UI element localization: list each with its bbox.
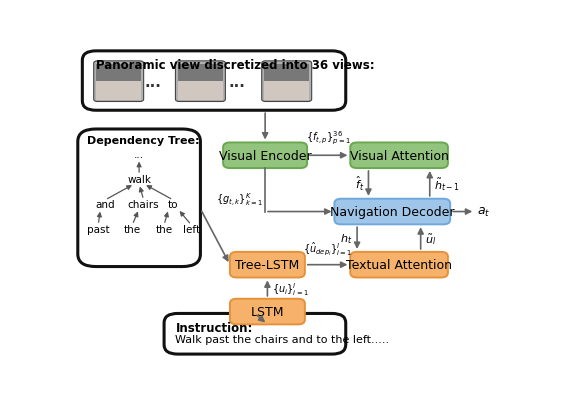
Text: the: the — [124, 224, 141, 234]
FancyBboxPatch shape — [96, 82, 141, 101]
Text: $\{f_{t,p}\}_{p=1}^{36}$: $\{f_{t,p}\}_{p=1}^{36}$ — [306, 129, 351, 147]
FancyBboxPatch shape — [94, 62, 144, 102]
Text: the: the — [155, 224, 173, 234]
Text: ...: ... — [134, 149, 144, 160]
FancyBboxPatch shape — [230, 299, 305, 324]
Text: Tree-LSTM: Tree-LSTM — [235, 258, 299, 271]
FancyBboxPatch shape — [223, 143, 307, 168]
Text: and: and — [96, 200, 115, 209]
Text: Navigation Decoder: Navigation Decoder — [330, 205, 455, 218]
FancyBboxPatch shape — [175, 62, 226, 102]
Text: $h_t$: $h_t$ — [340, 232, 353, 245]
Text: Visual Attention: Visual Attention — [350, 149, 448, 162]
FancyBboxPatch shape — [178, 65, 223, 82]
Text: to: to — [168, 200, 178, 209]
FancyBboxPatch shape — [264, 82, 309, 101]
Text: $\{\hat{u}_{dep_i}\}_{i=1}^l$: $\{\hat{u}_{dep_i}\}_{i=1}^l$ — [303, 240, 352, 257]
FancyBboxPatch shape — [350, 143, 448, 168]
Text: walk: walk — [127, 175, 151, 185]
FancyBboxPatch shape — [96, 65, 141, 82]
FancyBboxPatch shape — [178, 82, 223, 101]
FancyBboxPatch shape — [264, 65, 309, 82]
FancyBboxPatch shape — [262, 62, 312, 102]
Text: Panoramic view discretized into 36 views:: Panoramic view discretized into 36 views… — [96, 59, 374, 72]
FancyBboxPatch shape — [164, 313, 346, 354]
Text: past: past — [87, 224, 110, 234]
Text: $\tilde{u}_l$: $\tilde{u}_l$ — [425, 231, 437, 246]
Text: Instruction:: Instruction: — [175, 322, 253, 335]
Text: $\tilde{h}_{t-1}$: $\tilde{h}_{t-1}$ — [434, 175, 460, 192]
Text: $\hat{f}_t$: $\hat{f}_t$ — [355, 175, 364, 193]
Text: $a_t$: $a_t$ — [478, 205, 491, 219]
FancyBboxPatch shape — [335, 199, 450, 225]
Text: chairs: chairs — [128, 200, 159, 209]
Text: Textual Attention: Textual Attention — [346, 258, 452, 271]
Text: $\{g_{t,k}\}_{k=1}^{K}$: $\{g_{t,k}\}_{k=1}^{K}$ — [216, 191, 263, 208]
FancyBboxPatch shape — [82, 52, 346, 111]
Text: $\{u_i\}_{i=1}^l$: $\{u_i\}_{i=1}^l$ — [272, 280, 309, 297]
Text: ...: ... — [144, 75, 161, 90]
Text: Visual Encoder: Visual Encoder — [219, 149, 311, 162]
Text: ...: ... — [229, 75, 245, 90]
Text: Walk past the chairs and to the left.....: Walk past the chairs and to the left....… — [175, 334, 390, 344]
Text: Dependency Tree:: Dependency Tree: — [87, 136, 199, 146]
Text: LSTM: LSTM — [251, 305, 284, 318]
FancyBboxPatch shape — [78, 130, 200, 267]
Text: left: left — [183, 224, 200, 234]
FancyBboxPatch shape — [230, 252, 305, 278]
FancyBboxPatch shape — [350, 252, 448, 278]
